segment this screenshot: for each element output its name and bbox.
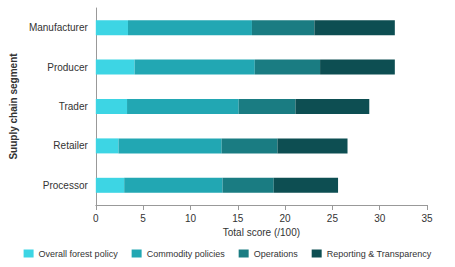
svg-text:0: 0 bbox=[93, 213, 99, 224]
svg-text:Reporting & Transparency: Reporting & Transparency bbox=[327, 249, 432, 259]
svg-text:Manufacturer: Manufacturer bbox=[29, 22, 89, 33]
svg-text:Retailer: Retailer bbox=[53, 140, 88, 151]
svg-text:20: 20 bbox=[280, 213, 292, 224]
svg-text:Producer: Producer bbox=[47, 62, 88, 73]
svg-text:Trader: Trader bbox=[59, 101, 89, 112]
svg-text:30: 30 bbox=[374, 213, 386, 224]
svg-text:Total score (/100): Total score (/100) bbox=[223, 227, 300, 238]
svg-text:Suuply chain segment: Suuply chain segment bbox=[8, 53, 19, 160]
svg-text:15: 15 bbox=[232, 213, 244, 224]
svg-text:Overall forest policy: Overall forest policy bbox=[39, 249, 119, 259]
svg-text:35: 35 bbox=[421, 213, 433, 224]
svg-text:5: 5 bbox=[140, 213, 146, 224]
svg-text:Operations: Operations bbox=[254, 249, 299, 259]
svg-text:25: 25 bbox=[327, 213, 339, 224]
svg-text:Commodity policies: Commodity policies bbox=[147, 249, 226, 259]
svg-text:10: 10 bbox=[185, 213, 197, 224]
svg-text:Processor: Processor bbox=[43, 180, 89, 191]
